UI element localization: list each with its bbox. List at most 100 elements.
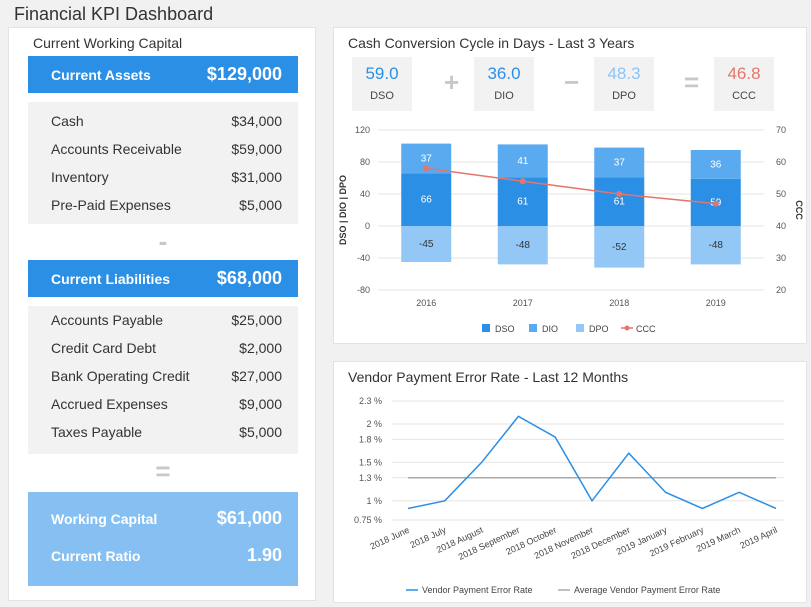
legend-label-average: Average Vendor Payment Error Rate [574,585,720,595]
legend-marker-ccc [624,325,630,331]
current-liabilities-label: Current Liabilities [51,270,171,287]
ccc-line [426,167,716,205]
vendor-title: Vendor Payment Error Rate - Last 12 Mont… [348,369,629,385]
kpi-dso: 59.0 DSO [352,57,412,111]
item-label: Bank Operating Credit [51,368,190,384]
y-tick-label: 1.8 % [359,434,382,444]
y2-tick-label: 60 [776,157,786,167]
y-tick-label: 0.75 % [354,515,382,525]
data-label-dio: 37 [421,153,433,164]
current-assets-header: Current Assets $129,000 [28,56,298,93]
kpi-value: 59.0 [365,64,399,83]
y-tick-label: 120 [355,125,370,135]
current-ratio-value: 1.90 [246,545,282,565]
y-tick-label: 40 [360,189,370,199]
y2-tick-label: 50 [776,189,786,199]
kpi-label: DSO [370,90,394,102]
item-label: Pre-Paid Expenses [51,197,171,213]
kpi-dpo: 48.3 DPO [594,57,654,111]
legend-swatch-dio [529,324,537,332]
list-item: Cash $34,000 [51,107,282,135]
y-tick-label: 80 [360,157,370,167]
bar-dio [497,144,548,178]
bar-dso [594,177,645,226]
working-capital-panel: Current Working Capital Current Assets $… [8,27,316,601]
current-assets-list: Cash $34,000 Accounts Receivable $59,000 I… [28,102,298,224]
list-item: Taxes Payable $5,000 [51,418,282,446]
current-liabilities-total: $68,000 [216,268,282,288]
kpi-label: CCC [732,90,756,102]
item-label: Accounts Payable [51,312,164,328]
legend-swatch-dso [482,324,490,332]
legend-swatch-dpo [576,324,584,332]
item-value: $31,000 [231,169,282,185]
data-label-dio: 36 [710,159,722,170]
data-label-dpo: -48 [709,240,724,251]
ccc-title: Cash Conversion Cycle in Days - Last 3 Y… [348,35,635,51]
current-liabilities-header: Current Liabilities $68,000 [28,260,298,297]
legend-label-rate: Vendor Payment Error Rate [422,585,533,595]
x-tick-label: 2018 [609,298,629,308]
y-axis-label: DSO | DIO | DPO [338,175,348,245]
ccc-chart: 120 80 40 0 -40 -80 70 60 50 40 30 20 DSO | DIO | DP… [338,125,804,334]
list-item: Accounts Receivable $59,000 [51,135,282,163]
page-title: Financial KPI Dashboard [14,4,214,24]
item-value: $2,000 [239,340,282,356]
bar-dso [401,173,452,226]
item-value: $9,000 [239,396,282,412]
ccc-point [712,200,719,207]
working-capital-row: Working Capital $61,000 [51,500,282,537]
kpi-value: 46.8 [727,64,761,83]
legend-label-ccc: CCC [636,324,656,334]
kpi-dio: 36.0 DIO [474,57,534,111]
data-label-dso: 61 [614,197,626,208]
bar-dso [497,177,548,226]
bar-dpo [594,226,645,268]
y2-tick-label: 40 [776,221,786,231]
current-assets-total: $129,000 [206,64,282,84]
x-tick-label: 2018 June [369,525,411,552]
working-capital-result: Working Capital $61,000 Current Ratio 1.… [28,492,298,586]
item-value: $59,000 [231,141,282,157]
kpi-ccc: 46.8 CCC [714,57,774,111]
data-label-dso: 66 [421,195,433,206]
kpi-value: 48.3 [607,64,641,83]
y-tick-label: -40 [357,253,370,263]
x-tick-label: 2019 April [738,525,779,551]
data-label-dpo: -48 [516,240,531,251]
item-label: Cash [51,113,84,129]
data-label-dpo: -52 [612,242,627,253]
legend-label-dso: DSO [495,324,515,334]
current-ratio-row: Current Ratio 1.90 [51,537,282,574]
kpi-label: DPO [612,90,636,102]
vendor-payment-panel: Vendor Payment Error Rate - Last 12 Mont… [333,361,807,603]
error-rate-line [407,415,777,510]
y-tick-label: 1.5 % [359,457,382,467]
equals-operator: = [155,456,171,486]
data-label-dpo: -45 [419,239,434,250]
y-tick-label: 1 % [366,496,382,506]
data-label-dio: 37 [614,157,626,168]
y-tick-label: 2.3 % [359,396,382,406]
data-label-dso: 61 [517,197,529,208]
item-value: $5,000 [239,424,282,440]
bar-dpo [401,226,452,262]
working-capital-label: Working Capital [51,510,158,527]
current-ratio-label: Current Ratio [51,547,141,564]
y2-axis-label: CCC [794,200,804,220]
y-tick-label: 0 [365,221,370,231]
x-tick-label: 2019 [706,298,726,308]
equals-operator: = [684,67,700,97]
list-item: Accounts Payable $25,000 [51,306,282,334]
legend-label-dio: DIO [542,324,558,334]
list-item: Inventory $31,000 [51,163,282,191]
y2-tick-label: 70 [776,125,786,135]
item-label: Credit Card Debt [51,340,157,356]
current-liabilities-list: Accounts Payable $25,000 Credit Card Debt… [28,306,298,454]
y-tick-label: 2 % [366,419,382,429]
minus-operator: - [158,226,168,256]
cash-conversion-panel: Cash Conversion Cycle in Days - Last 3 Y… [333,27,807,344]
data-label-dio: 41 [517,156,529,167]
item-value: $27,000 [231,368,282,384]
kpi-label: DIO [494,90,514,102]
